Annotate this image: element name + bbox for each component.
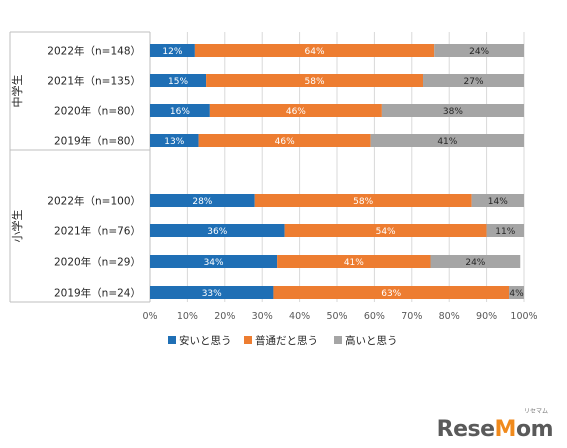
bar-segment [273, 286, 510, 299]
bar-segment [381, 104, 524, 117]
bar-segment [194, 44, 435, 57]
row-label: 2022年（n=100） [47, 195, 141, 208]
bar-segment [423, 74, 524, 87]
data-label: 41% [344, 258, 364, 268]
bar-segment [209, 104, 382, 117]
x-tick-label: 90% [476, 311, 497, 322]
bar-segment [471, 194, 524, 207]
bar-segment [150, 286, 274, 299]
bar-segment [254, 194, 472, 207]
data-label: 54% [376, 227, 396, 237]
data-label: 11% [495, 227, 515, 237]
bar-segment [150, 104, 210, 117]
bar-segment [277, 255, 431, 268]
data-label: 4% [509, 289, 524, 299]
x-tick-label: 60% [364, 311, 385, 322]
data-label: 13% [164, 137, 184, 147]
x-tick-label: 50% [326, 311, 347, 322]
data-label: 41% [437, 137, 457, 147]
x-tick-label: 0% [142, 311, 157, 322]
data-label: 28% [192, 197, 212, 207]
resemom-logo: ReseMom [436, 417, 554, 442]
bar-segment [150, 194, 255, 207]
row-label: 2021年（n=76） [54, 225, 141, 238]
x-tick-label: 40% [289, 311, 310, 322]
group-label: 小学生 [10, 210, 24, 243]
row-label: 2021年（n=135） [47, 75, 141, 88]
bar-segment [370, 134, 524, 147]
data-label: 15% [168, 77, 188, 87]
data-label: 14% [488, 197, 508, 207]
legend-swatch [168, 336, 176, 344]
legend-label: 安いと思う [179, 334, 232, 347]
legend-label: 高いと思う [345, 334, 398, 347]
legend-swatch [244, 336, 252, 344]
x-tick-label: 100% [510, 311, 537, 322]
bar-segment [284, 224, 487, 237]
row-label: 2019年（n=24） [54, 287, 141, 300]
data-label: 12% [162, 47, 182, 57]
x-tick-label: 10% [177, 311, 198, 322]
row-label: 2019年（n=80） [54, 135, 141, 148]
bar-segment [486, 224, 524, 237]
x-tick-label: 70% [401, 311, 422, 322]
bar-segment [198, 134, 371, 147]
data-label: 24% [469, 47, 489, 57]
bar-segment [434, 44, 524, 57]
x-tick-label: 80% [439, 311, 460, 322]
bar-segment [150, 224, 285, 237]
row-label: 2020年（n=29） [54, 256, 141, 269]
data-label: 36% [207, 227, 227, 237]
bar-segment [150, 44, 195, 57]
data-label: 46% [275, 137, 295, 147]
data-label: 38% [443, 107, 463, 117]
x-tick-label: 30% [252, 311, 273, 322]
data-label: 46% [286, 107, 306, 117]
row-label: 2020年（n=80） [54, 105, 141, 118]
data-label: 34% [204, 258, 224, 268]
watermark-subtitle: リセマム [523, 408, 548, 415]
bar-segment [150, 134, 199, 147]
legend-swatch [334, 336, 342, 344]
bar-segment [430, 255, 521, 268]
bar-segment [150, 255, 278, 268]
bar-segment [206, 74, 424, 87]
data-label: 63% [381, 289, 401, 299]
legend-label: 普通だと思う [255, 334, 318, 347]
data-label: 27% [464, 77, 484, 87]
data-label: 64% [305, 47, 325, 57]
data-label: 33% [202, 289, 222, 299]
bar-segment [509, 286, 524, 299]
x-tick-label: 20% [214, 311, 235, 322]
data-label: 58% [305, 77, 325, 87]
data-label: 58% [353, 197, 373, 207]
data-label: 24% [465, 258, 485, 268]
group-label: 中学生 [10, 75, 24, 108]
bar-segment [150, 74, 207, 87]
data-label: 16% [170, 107, 190, 117]
row-label: 2022年（n=148） [47, 45, 141, 58]
